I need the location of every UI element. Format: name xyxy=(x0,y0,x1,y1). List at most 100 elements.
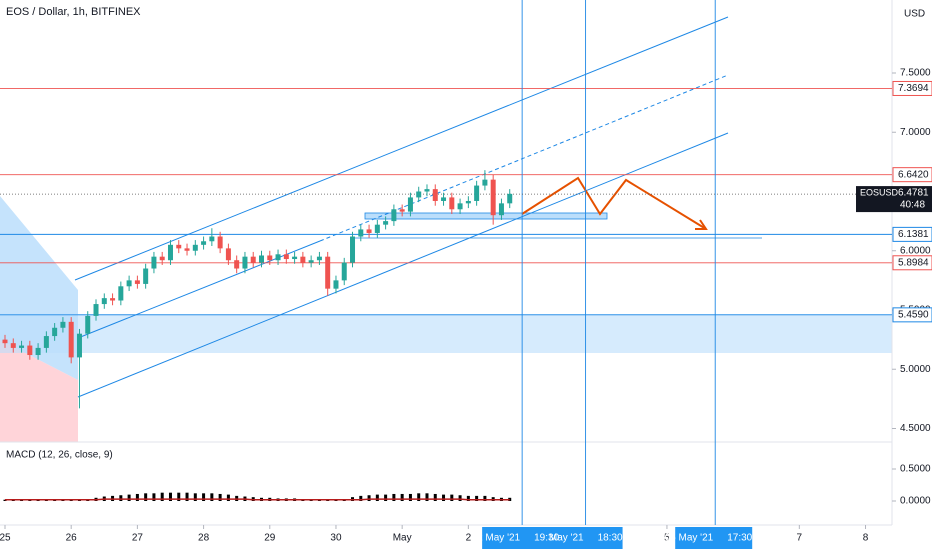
channel-bottom xyxy=(77,132,729,398)
last-price: 6.4781 xyxy=(898,188,929,199)
candle-body xyxy=(201,241,207,245)
candle-body xyxy=(275,254,281,261)
candle-body xyxy=(300,256,306,263)
candle-body xyxy=(308,260,314,263)
candle-body xyxy=(2,339,8,344)
last-label-box xyxy=(856,186,932,213)
histogram-bar xyxy=(210,493,214,502)
y-tick-label: 0.5000 xyxy=(900,464,931,475)
zone xyxy=(0,314,892,353)
x-tick-label: 2 xyxy=(466,533,472,544)
x-tick-label: 30 xyxy=(330,533,342,544)
histogram-bar xyxy=(135,493,139,502)
countdown: 40:48 xyxy=(900,200,925,211)
x-tick-label: 7 xyxy=(797,533,803,544)
candle-body xyxy=(259,255,265,263)
candle-body xyxy=(507,193,513,204)
histogram-bar xyxy=(185,492,189,502)
candle-body xyxy=(176,244,182,249)
chart-title: EOS / Dollar, 1h, BITFINEX xyxy=(6,6,141,18)
price-label-box xyxy=(892,80,932,96)
histogram-bar xyxy=(226,494,230,502)
candle-body xyxy=(325,256,331,289)
candle-body xyxy=(374,224,380,233)
candle-body xyxy=(441,197,447,201)
histogram-bar xyxy=(359,495,363,502)
y-tick-label: 0.0000 xyxy=(900,496,931,507)
histogram-bar xyxy=(442,494,446,502)
arrow-head xyxy=(695,219,708,230)
histogram-bar xyxy=(466,495,470,502)
x-tick-label: 28 xyxy=(198,533,210,544)
candle-body xyxy=(449,197,455,210)
candle-body xyxy=(407,197,413,212)
indicator-title: MACD (12, 26, close, 9) xyxy=(6,450,113,461)
time-label-time: 17:30 xyxy=(727,533,752,544)
candle-body xyxy=(234,260,240,269)
candle-body xyxy=(192,244,198,251)
histogram-bar xyxy=(433,493,437,502)
time-highlight xyxy=(675,527,753,549)
x-tick-label: 25 xyxy=(0,533,11,544)
histogram-bar xyxy=(160,492,164,502)
candle-body xyxy=(151,256,157,269)
candle-body xyxy=(457,203,463,210)
candle-body xyxy=(143,268,149,284)
candle-body xyxy=(424,189,430,192)
candle-body xyxy=(126,280,132,287)
x-tick-label: 5 xyxy=(664,533,670,544)
histogram-bar xyxy=(144,493,148,502)
histogram-bar xyxy=(400,493,404,502)
candle-body xyxy=(85,315,91,334)
candle-body xyxy=(366,229,372,233)
candle-body xyxy=(27,345,33,356)
price-label-box xyxy=(892,167,932,183)
candle-body xyxy=(35,347,41,356)
y-tick-label: 7.5000 xyxy=(900,68,931,79)
candle-body xyxy=(217,236,223,249)
price-label: 6.6420 xyxy=(898,169,929,180)
price-label-box xyxy=(892,226,932,242)
candle-body xyxy=(383,221,389,225)
candle-body xyxy=(19,345,25,348)
candle-body xyxy=(432,189,438,201)
histogram-bar xyxy=(77,500,81,502)
histogram-bar xyxy=(367,495,371,502)
currency: USD xyxy=(904,9,925,20)
candle-body xyxy=(498,203,504,216)
price-label: 6.1381 xyxy=(898,229,929,240)
time-label-date: 02 May '21 xyxy=(472,533,521,544)
candle-body xyxy=(316,256,322,261)
last-symbol: EOSUSD xyxy=(860,187,899,197)
histogram-bar xyxy=(450,494,454,502)
candle-body xyxy=(93,304,99,316)
time-label-time: 18:30 xyxy=(598,533,623,544)
candle-body xyxy=(68,321,74,358)
histogram-bar xyxy=(202,493,206,502)
candle-body xyxy=(184,248,190,251)
candle-body xyxy=(110,298,116,301)
long-position-loss xyxy=(0,340,78,442)
candle-body xyxy=(101,298,107,305)
y-tick-label: 6.0000 xyxy=(900,245,931,256)
histogram-bar xyxy=(425,493,429,502)
histogram-bar xyxy=(408,493,412,502)
price-label: 7.3694 xyxy=(898,83,929,94)
candle-body xyxy=(474,185,480,201)
candle-body xyxy=(118,286,124,301)
x-tick-label: 29 xyxy=(264,533,276,544)
candle-body xyxy=(242,256,248,269)
candle-body xyxy=(341,262,347,281)
histogram-bar xyxy=(127,494,131,502)
candle-body xyxy=(250,256,256,263)
time-highlight xyxy=(482,527,623,549)
candle-body xyxy=(482,179,488,186)
time-label-date: 05 May '21 xyxy=(665,533,714,544)
histogram-bar xyxy=(326,500,330,502)
price-label-box xyxy=(892,307,932,323)
histogram-bar xyxy=(384,494,388,502)
candle-body xyxy=(60,321,66,328)
histogram-bar xyxy=(119,495,123,502)
y-tick-label: 4.5000 xyxy=(900,423,931,434)
candle-body xyxy=(134,280,140,284)
